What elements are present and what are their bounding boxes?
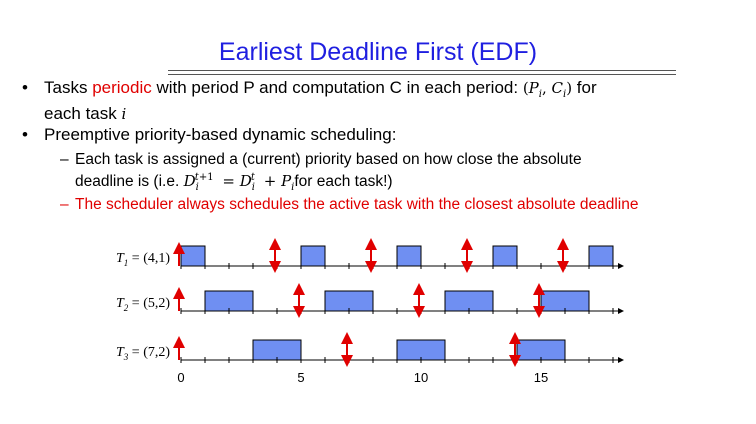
task-label-2: T2 = (5,2): [116, 296, 170, 313]
title-underline-bottom: [168, 74, 676, 75]
task-1-block-4: [492, 245, 518, 267]
bullet1-post: with period P and computation C in each …: [151, 78, 523, 97]
sub1-line1: Each task is assigned a (current) priori…: [75, 151, 582, 168]
task-label-1: T1 = (4,1): [116, 251, 170, 268]
x-tick-label-5: 5: [297, 370, 304, 385]
sub1-line2-post: for each task!): [294, 173, 393, 190]
sub1-line2-pre: deadline is (i.e.: [75, 173, 184, 190]
task-1-block-2: [300, 245, 326, 267]
slide-title: Earliest Deadline First (EDF): [218, 38, 538, 66]
x-tick-label-10: 10: [414, 370, 428, 385]
task-label-3: T3 = (7,2): [116, 345, 170, 362]
periodic-highlight: periodic: [92, 78, 152, 97]
task-index-var: i: [121, 105, 127, 123]
bullet1-post2: for: [572, 78, 597, 97]
timeline-arrowhead-3: [618, 357, 624, 363]
dash-2: –: [60, 196, 69, 213]
dash-1: –: [60, 151, 69, 168]
x-tick-label-0: 0: [177, 370, 184, 385]
x-tick-label-15: 15: [534, 370, 548, 385]
timeline-arrowhead-2: [618, 308, 624, 314]
bullet-dot-1: •: [22, 78, 28, 97]
pc-formula: (Pi, Ci): [522, 79, 573, 100]
bullet1-pre: Tasks: [44, 78, 93, 97]
task-1-block-3: [396, 245, 422, 267]
sub-bullet-priority: Each task is assigned a (current) priori…: [75, 151, 745, 197]
timeline-arrowhead-1: [618, 263, 624, 269]
bullet-periodic-tasks: Tasks periodic with period P and computa…: [44, 78, 744, 124]
bullet1-line2: each task: [44, 104, 122, 123]
task-1-block-1: [180, 245, 206, 267]
deadline-formula: Dit+1 = Dit + Pi: [183, 172, 295, 193]
bullet-preemptive: Preemptive priority-based dynamic schedu…: [44, 125, 397, 144]
bullet-dot-2: •: [22, 125, 28, 144]
sub-bullet-scheduler: The scheduler always schedules the activ…: [75, 196, 639, 213]
title-underline-top: [168, 70, 676, 71]
task-1-block-5: [588, 245, 614, 267]
